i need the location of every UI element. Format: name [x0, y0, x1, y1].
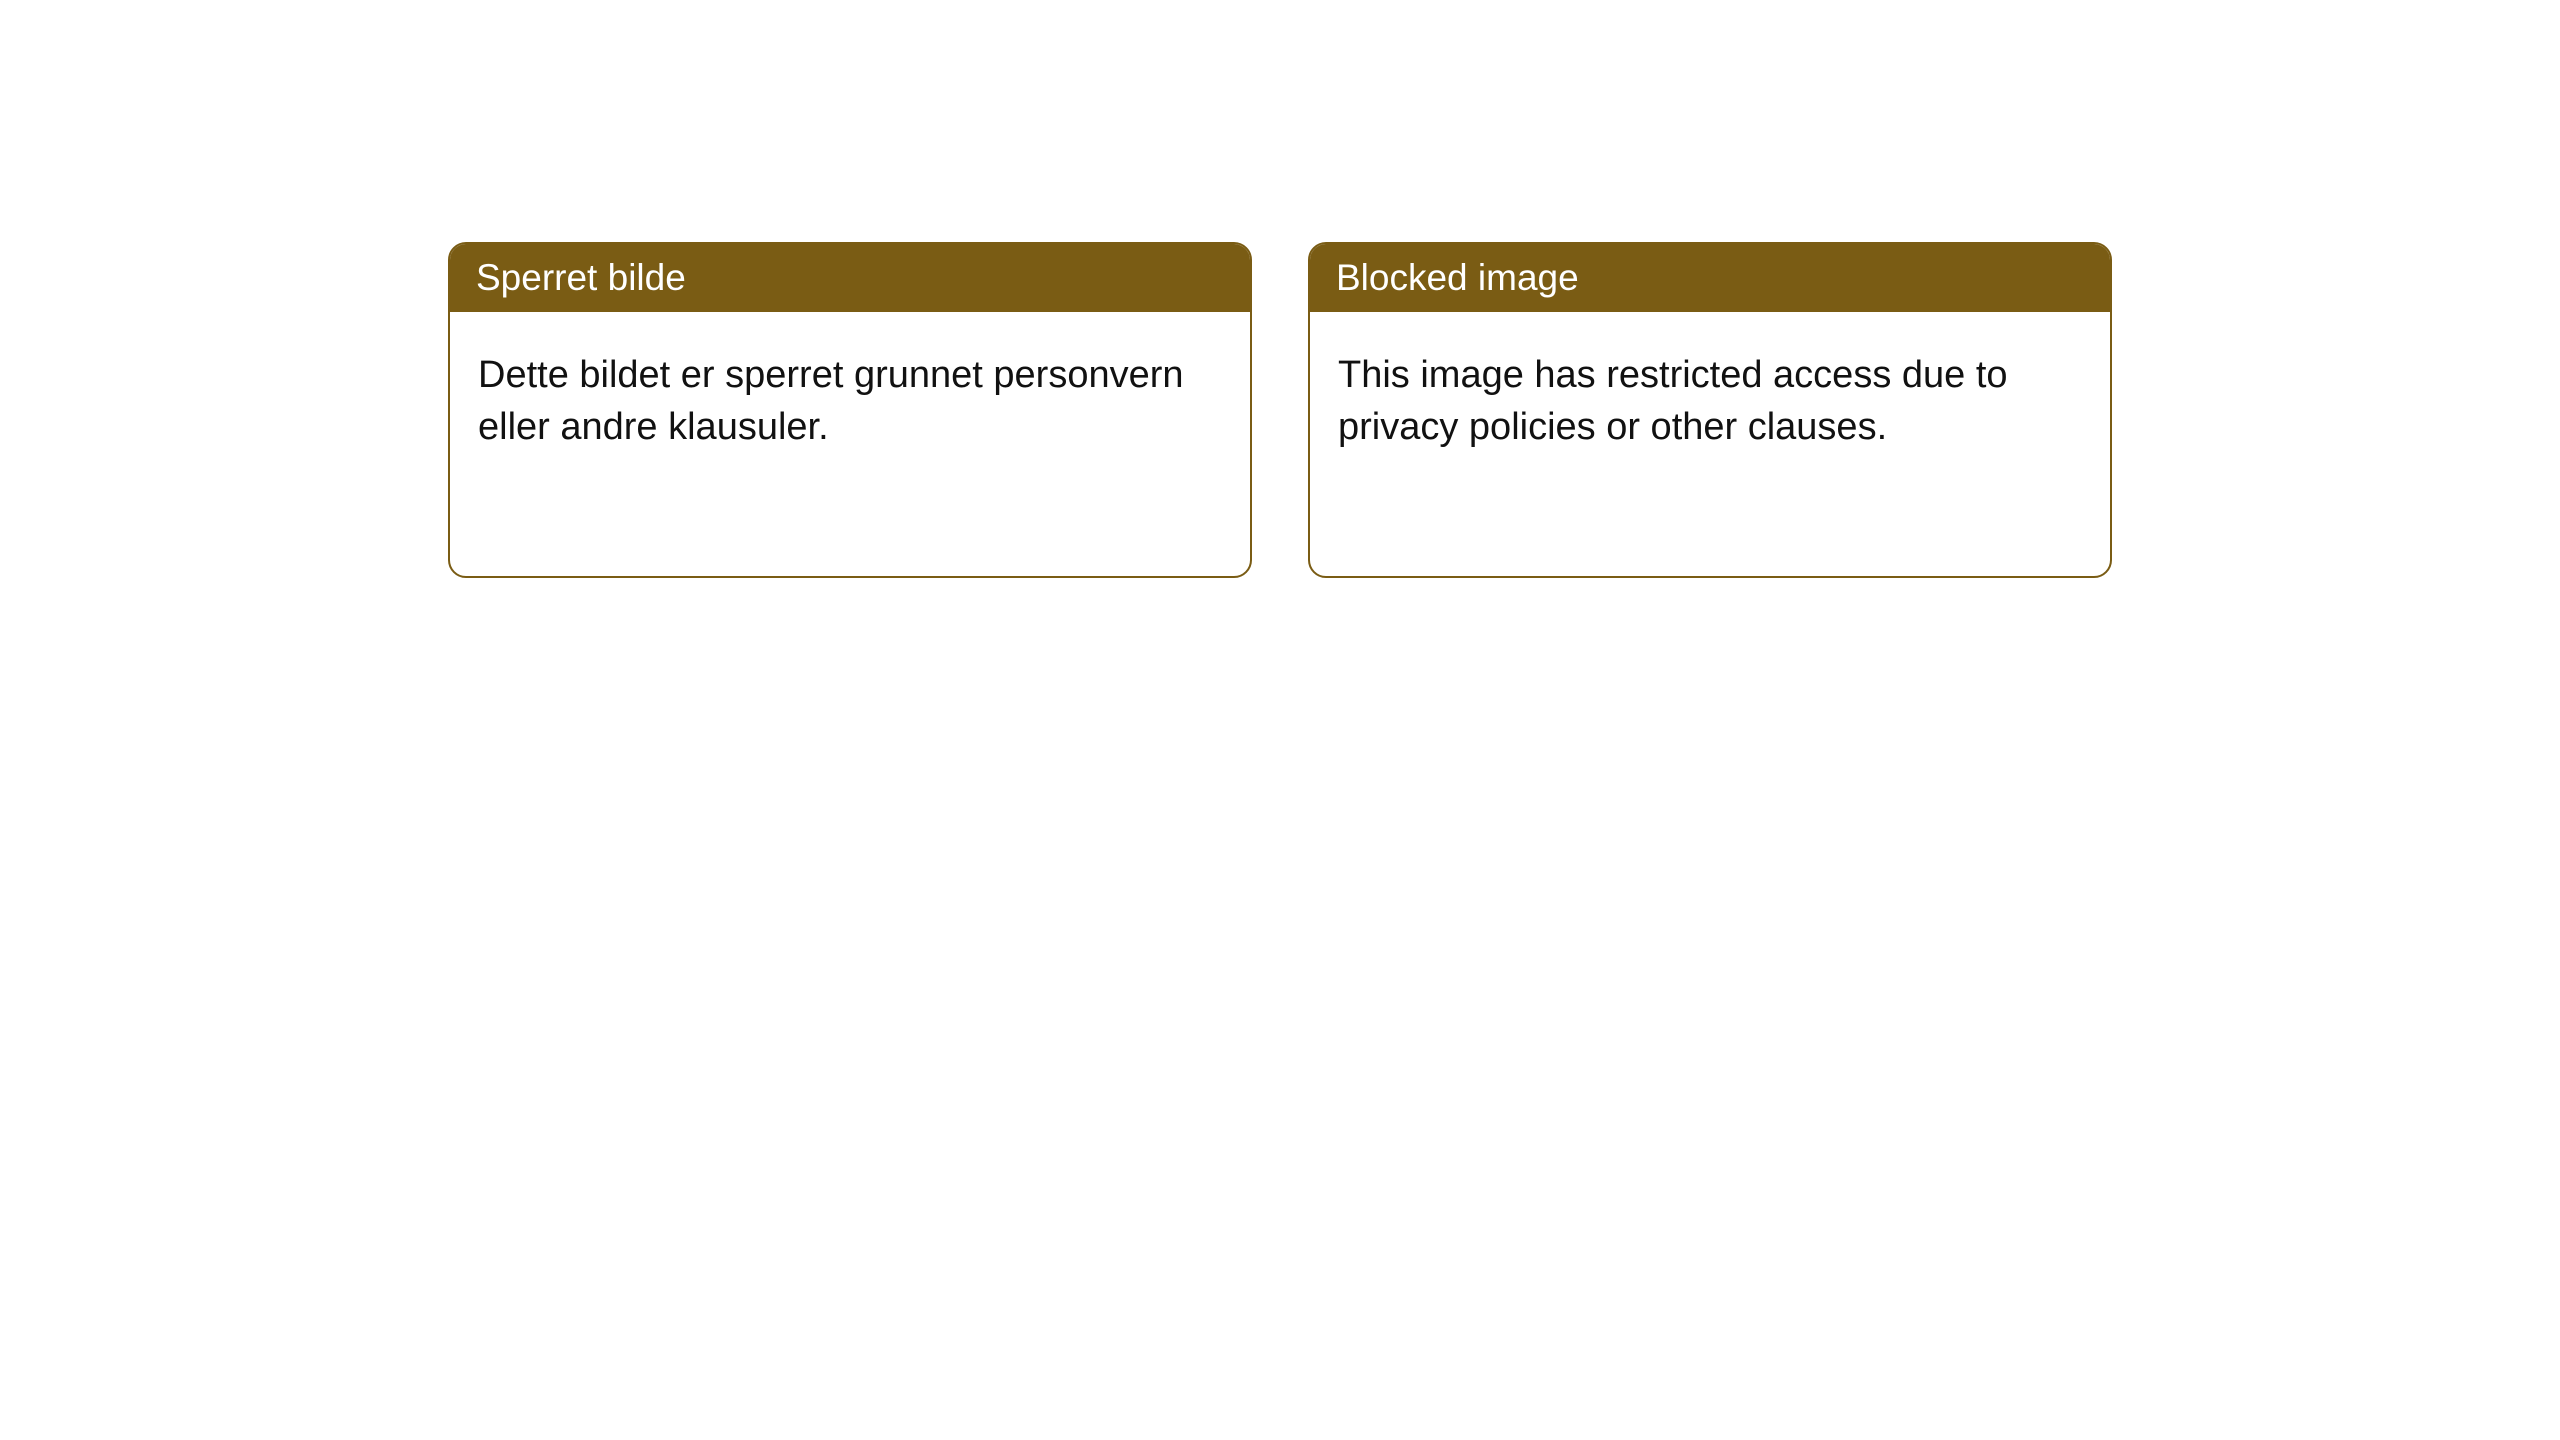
card-body: This image has restricted access due to … [1310, 312, 2110, 491]
card-header: Blocked image [1310, 244, 2110, 312]
notice-card-norwegian: Sperret bilde Dette bildet er sperret gr… [448, 242, 1252, 578]
card-title: Sperret bilde [476, 257, 686, 298]
card-body-text: This image has restricted access due to … [1338, 354, 2008, 447]
card-header: Sperret bilde [450, 244, 1250, 312]
notice-card-english: Blocked image This image has restricted … [1308, 242, 2112, 578]
notice-container: Sperret bilde Dette bildet er sperret gr… [0, 0, 2560, 578]
card-title: Blocked image [1336, 257, 1579, 298]
card-body: Dette bildet er sperret grunnet personve… [450, 312, 1250, 491]
card-body-text: Dette bildet er sperret grunnet personve… [478, 354, 1184, 447]
